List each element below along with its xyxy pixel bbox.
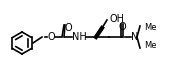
Text: O: O bbox=[118, 22, 126, 32]
Text: Me: Me bbox=[144, 41, 157, 50]
Text: O: O bbox=[47, 32, 55, 42]
Text: N: N bbox=[131, 32, 139, 42]
Text: OH: OH bbox=[109, 14, 124, 24]
Text: Me: Me bbox=[144, 23, 157, 32]
Text: O: O bbox=[64, 23, 72, 33]
Text: NH: NH bbox=[72, 32, 86, 42]
